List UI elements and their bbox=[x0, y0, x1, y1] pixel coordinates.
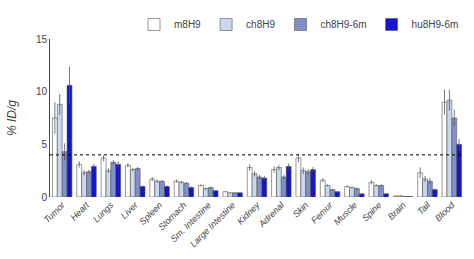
svg-text:Blood: Blood bbox=[433, 199, 457, 223]
svg-text:Stomach: Stomach bbox=[156, 200, 188, 232]
svg-text:Brain: Brain bbox=[386, 200, 408, 222]
svg-text:Spine: Spine bbox=[360, 200, 383, 223]
svg-text:10: 10 bbox=[36, 86, 48, 97]
svg-text:Adrenal: Adrenal bbox=[256, 199, 286, 229]
svg-text:Sm. Intestine: Sm. Intestine bbox=[169, 200, 213, 244]
svg-text:Muscle: Muscle bbox=[332, 200, 359, 227]
svg-text:ch8H9: ch8H9 bbox=[246, 19, 275, 30]
svg-text:Kidney: Kidney bbox=[235, 200, 262, 227]
svg-text:m8H9: m8H9 bbox=[174, 19, 201, 30]
svg-text:Lungs: Lungs bbox=[91, 200, 116, 225]
svg-text:Femur: Femur bbox=[309, 199, 335, 225]
svg-text:hu8H9-6m: hu8H9-6m bbox=[412, 19, 459, 30]
svg-text:Tail: Tail bbox=[415, 199, 432, 216]
svg-text:5: 5 bbox=[41, 139, 47, 150]
svg-text:0: 0 bbox=[41, 192, 47, 203]
svg-text:15: 15 bbox=[36, 34, 48, 45]
svg-text:Skin: Skin bbox=[291, 200, 310, 219]
svg-text:ch8H9-6m: ch8H9-6m bbox=[320, 19, 366, 30]
svg-text:% ID/g: % ID/g bbox=[5, 100, 19, 136]
svg-text:Large Intestine: Large Intestine bbox=[188, 200, 237, 249]
svg-text:Spleen: Spleen bbox=[137, 200, 164, 227]
svg-text:Tumor: Tumor bbox=[42, 199, 68, 225]
svg-text:Heart: Heart bbox=[68, 200, 91, 223]
svg-text:Liver: Liver bbox=[119, 199, 141, 221]
